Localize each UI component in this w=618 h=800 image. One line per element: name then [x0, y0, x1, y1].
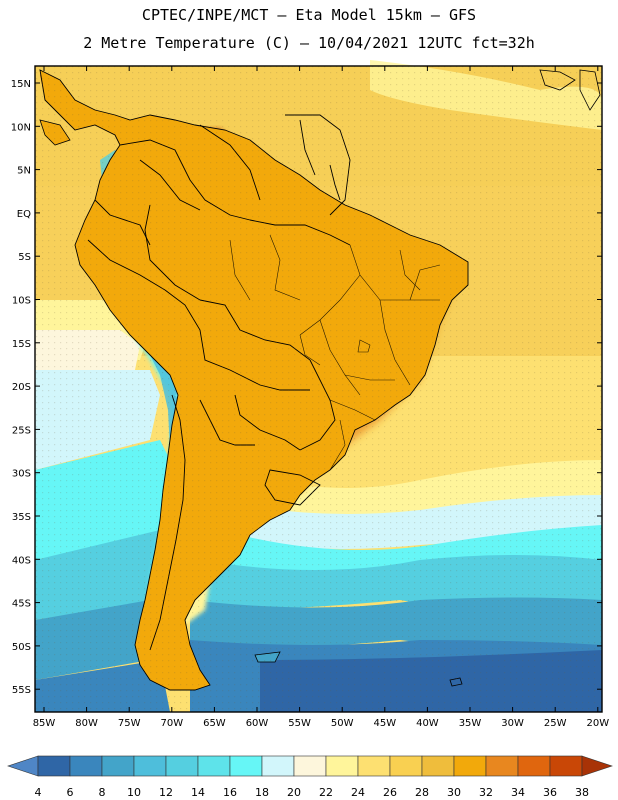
colorbar-bin — [101, 755, 135, 777]
lat-label: 25S — [12, 425, 31, 436]
colorbar-label: 18 — [255, 786, 269, 799]
lon-label: 20W — [586, 718, 609, 729]
colorbar-bin — [165, 755, 199, 777]
lon-label: 70W — [160, 718, 183, 729]
lon-label: 35W — [459, 718, 482, 729]
colorbar-label: 32 — [479, 786, 493, 799]
lat-label: 40S — [12, 555, 31, 566]
longitude-axis: 85W 80W 75W 70W 65W 60W 55W 50W 45W 40W 35W 30W 25W 2… — [33, 66, 609, 729]
colorbar-bin — [293, 755, 327, 777]
lat-label: 5N — [17, 166, 31, 177]
colorbar-bin — [229, 755, 263, 777]
colorbar-label: 26 — [383, 786, 397, 799]
lat-label: 55S — [12, 685, 31, 696]
colorbar-max-arrow — [581, 755, 613, 777]
latitude-axis: 15N 10N 5N EQ 5S 10S 15S 20S 25S 30S 35S 40S 45S 50S 5… — [11, 79, 602, 696]
temperature-colorbar: 4 6 8 10 12 14 16 18 20 22 24 26 28 30 32 34 36 38 — [7, 755, 613, 799]
colorbar-label: 4 — [35, 786, 42, 799]
colorbar-label: 36 — [543, 786, 557, 799]
title-line-1: CPTEC/INPE/MCT – Eta Model 15km – GFS — [141, 6, 477, 24]
colorbar-bin — [357, 755, 391, 777]
lon-label: 40W — [416, 718, 439, 729]
colorbar-label: 20 — [287, 786, 301, 799]
lat-label: 15S — [12, 339, 31, 350]
lon-label: 50W — [331, 718, 354, 729]
lat-label: 30S — [12, 469, 31, 480]
lon-label: 25W — [544, 718, 567, 729]
colorbar-label: 10 — [127, 786, 141, 799]
colorbar-label: 28 — [415, 786, 429, 799]
colorbar-label: 14 — [191, 786, 205, 799]
lat-label: 5S — [18, 252, 31, 263]
colorbar-bin — [69, 755, 103, 777]
colorbar-bin — [421, 755, 455, 777]
lat-label: 20S — [12, 382, 31, 393]
lon-label: 85W — [33, 718, 56, 729]
lat-label: 50S — [12, 642, 31, 653]
colorbar-label: 22 — [319, 786, 333, 799]
lon-label: 80W — [75, 718, 98, 729]
map-frame — [34, 65, 603, 713]
lat-label: 10N — [11, 122, 31, 133]
colorbar-bin — [389, 755, 423, 777]
colorbar-label: 8 — [99, 786, 106, 799]
colorbar-bin — [133, 755, 167, 777]
lon-label: 30W — [501, 718, 524, 729]
colorbar-bin — [261, 755, 295, 777]
lat-label: EQ — [17, 209, 31, 220]
lon-label: 75W — [118, 718, 141, 729]
colorbar-label: 30 — [447, 786, 461, 799]
colorbar-label: 38 — [575, 786, 589, 799]
lat-label: 35S — [12, 512, 31, 523]
colorbar-bin — [453, 755, 487, 777]
lat-label: 10S — [12, 296, 31, 307]
lat-label: 15N — [11, 79, 31, 90]
colorbar-bin — [37, 755, 71, 777]
colorbar-bin — [485, 755, 519, 777]
colorbar-bin — [549, 755, 583, 777]
lon-label: 55W — [288, 718, 311, 729]
lat-lon-grid — [35, 66, 602, 712]
colorbar-label: 12 — [159, 786, 173, 799]
colorbar-label: 6 — [67, 786, 74, 799]
colorbar-min-arrow — [7, 755, 39, 777]
lon-label: 45W — [373, 718, 396, 729]
colorbar-bin — [197, 755, 231, 777]
lat-label: 45S — [12, 599, 31, 610]
colorbar-label: 24 — [351, 786, 365, 799]
lon-label: 60W — [246, 718, 269, 729]
lon-label: 65W — [203, 718, 226, 729]
colorbar-label: 16 — [223, 786, 237, 799]
title-line-2: 2 Metre Temperature (C) – 10/04/2021 12U… — [83, 34, 535, 52]
colorbar-label: 34 — [511, 786, 525, 799]
colorbar-bin — [325, 755, 359, 777]
colorbar-bin — [517, 755, 551, 777]
